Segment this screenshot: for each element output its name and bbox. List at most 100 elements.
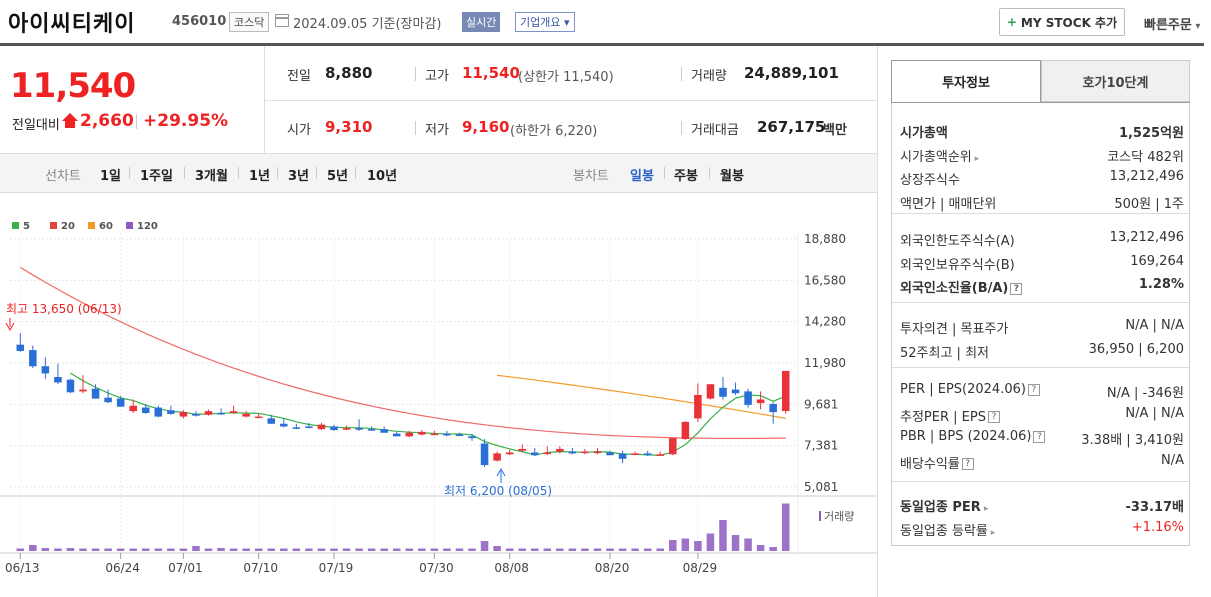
info-key: PER | EPS(2024.06)? (900, 382, 1040, 397)
tab-5y[interactable]: 5년 (327, 169, 349, 184)
realtime-button[interactable]: 실시간 (462, 12, 501, 32)
candle-body (317, 424, 326, 430)
header-divider (0, 43, 1204, 46)
my-stock-add-button[interactable]: + MY STOCK 추가 (999, 8, 1125, 36)
info-value: -33.17배 (1125, 500, 1184, 515)
volume-bar (756, 545, 765, 551)
upper-limit: (상한가 11,540) (518, 70, 614, 85)
x-tick-label: 08/20 (595, 561, 630, 575)
company-overview-dropdown[interactable]: 기업개요 ▾ (515, 12, 575, 32)
divider (892, 302, 1189, 303)
info-value: N/A (1161, 452, 1184, 468)
divider (664, 167, 665, 179)
volume-bar (330, 548, 338, 551)
info-key: 투자의견 | 목표주가 (900, 322, 1009, 337)
divider (316, 167, 317, 179)
volume-bar (455, 548, 464, 551)
price-chart[interactable]: 5 20 60 120 18,880 16,580 14,280 11,980 9,681 7,3… (0, 193, 877, 597)
tab-3m[interactable]: 3개월 (195, 169, 228, 184)
legend-label: 120 (137, 221, 158, 232)
current-price: 11,540 (10, 66, 136, 106)
candle-body (342, 428, 351, 430)
price-panel (0, 46, 878, 154)
candle-body (606, 452, 614, 456)
high-annotation: 최고 13,650 (06/13) (6, 302, 122, 316)
info-key: PBR | BPS (2024.06)? (900, 429, 1046, 444)
info-row: 52주최고 | 최저 36,950 | 6,200 (900, 339, 1184, 361)
candle-body (769, 403, 777, 413)
info-value: +1.16% (1131, 519, 1184, 535)
candle-body (681, 421, 690, 440)
candle-body (167, 410, 175, 414)
tab-weekly[interactable]: 주봉 (674, 169, 698, 184)
candle-body (104, 397, 112, 403)
tab-1w[interactable]: 1주일 (140, 169, 173, 184)
volume-bar (29, 545, 37, 551)
legend-label: 5 (23, 221, 30, 232)
divider (709, 167, 710, 179)
volume-bar (443, 548, 451, 551)
divider (681, 67, 682, 81)
candle-body (29, 350, 37, 367)
volume-bar (568, 548, 577, 551)
volume-label: 거래량 (691, 69, 727, 84)
candle-body (593, 451, 602, 454)
info-value: N/A | N/A (1125, 318, 1184, 333)
lower-limit: (하한가 6,220) (510, 124, 598, 139)
volume-bar (518, 548, 526, 551)
help-icon[interactable]: ? (1027, 383, 1040, 396)
chart-tab-bar (0, 154, 878, 193)
tab-3y[interactable]: 3년 (288, 169, 310, 184)
info-row: 상장주식수 13,212,496 (900, 166, 1184, 188)
tab-1y[interactable]: 1년 (249, 169, 271, 184)
divider (892, 481, 1189, 482)
x-tick-label: 08/29 (683, 561, 718, 575)
volume-bar (192, 546, 200, 551)
candle-body (254, 416, 263, 419)
candle-body (581, 451, 589, 454)
volume-bar (618, 548, 627, 551)
info-value: 코스닥 482위 (1107, 149, 1184, 165)
chevron-right-icon[interactable]: ▸ (980, 504, 989, 514)
volume-bar (254, 548, 263, 551)
amount-label: 거래대금 (691, 123, 739, 138)
high-value: 11,540 (462, 64, 520, 82)
tab-monthly[interactable]: 월봉 (720, 169, 744, 184)
open-label: 시가 (287, 123, 311, 138)
volume-bar (719, 520, 727, 551)
help-icon[interactable]: ? (987, 411, 1000, 423)
chevron-right-icon[interactable]: ▸ (987, 527, 996, 538)
info-value: 13,212,496 (1109, 230, 1184, 245)
candle-body (556, 448, 564, 452)
tab-1d[interactable]: 1일 (100, 169, 122, 184)
divider (877, 46, 878, 597)
info-row: 외국인보유주식수(B) 169,264 (900, 251, 1184, 273)
volume-bar (418, 548, 426, 551)
divider (129, 167, 130, 179)
candle-body (405, 432, 414, 437)
candle-body (568, 451, 577, 454)
tab-invest-info[interactable]: 투자정보 (891, 60, 1041, 102)
help-icon[interactable]: ? (1033, 430, 1046, 443)
volume-bar (643, 548, 652, 551)
chevron-right-icon[interactable]: ▸ (971, 153, 980, 164)
help-icon[interactable]: ? (1010, 282, 1023, 295)
info-value: 1.28% (1138, 277, 1184, 292)
y-tick-label: 18,880 (804, 232, 846, 246)
tab-daily[interactable]: 일봉 (630, 169, 654, 184)
candle-body (719, 387, 727, 397)
tab-orderbook-10[interactable]: 호가10단계 (1041, 60, 1190, 102)
volume-bar (355, 548, 363, 551)
info-row: 추정PER | EPS? N/A | N/A (900, 403, 1184, 425)
candle-body (242, 413, 250, 417)
high-label: 고가 (425, 69, 449, 84)
info-row: 시가총액순위 ▸ 코스닥 482위 (900, 143, 1184, 165)
candle-body (430, 433, 439, 436)
help-icon[interactable]: ? (961, 458, 974, 470)
legend-swatch (126, 222, 133, 229)
volume-bar (104, 548, 112, 551)
candle-body (129, 405, 137, 412)
tab-10y[interactable]: 10년 (367, 169, 398, 184)
quick-order-button[interactable]: 빠른주문 ▾ (1144, 14, 1200, 33)
chevron-down-icon: ▾ (1191, 21, 1201, 32)
